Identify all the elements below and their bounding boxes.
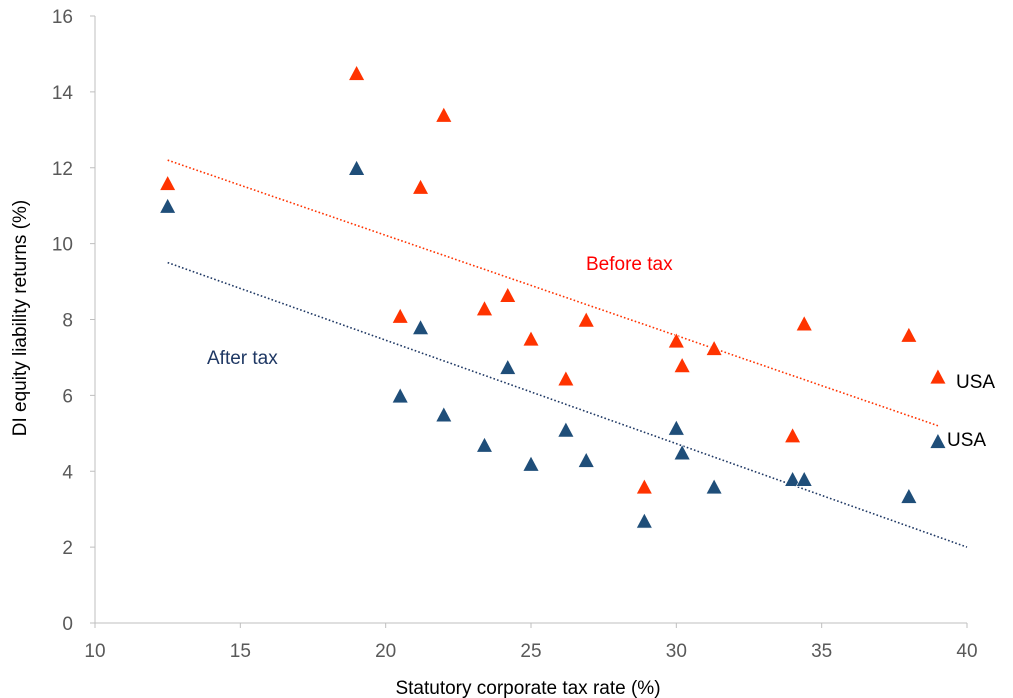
x-axis-label: Statutory corporate tax rate (%) xyxy=(395,678,660,698)
y-tick-label: 4 xyxy=(62,462,73,483)
data-point-before-tax xyxy=(348,64,366,81)
data-point-before-tax xyxy=(795,315,813,332)
axes: 10 15 20 25 30 35 40 0 2 4 6 8 10 12 14 16 xyxy=(52,7,978,662)
data-point-after-tax xyxy=(784,470,802,487)
data-point-before-tax xyxy=(705,339,723,356)
data-point-after-tax xyxy=(705,478,723,495)
y-tick-label: 10 xyxy=(52,235,73,256)
series-label-before-tax: Before tax xyxy=(586,254,673,275)
data-point-before-tax xyxy=(499,286,517,303)
data-point-after-tax xyxy=(499,358,517,375)
data-point-before-tax xyxy=(557,370,575,387)
data-point-after-tax xyxy=(635,512,653,529)
data-points xyxy=(159,64,947,529)
data-point-after-tax xyxy=(159,197,177,214)
data-point-before-tax xyxy=(159,174,177,191)
trendline-after-tax xyxy=(167,261,968,548)
data-point-before-tax xyxy=(673,356,691,373)
data-point-after-tax xyxy=(795,470,813,487)
data-point-before-tax xyxy=(900,326,918,343)
data-point-after-tax xyxy=(929,432,947,449)
y-tick-label: 2 xyxy=(62,538,73,559)
data-point-before-tax xyxy=(784,427,802,444)
labels: Before tax After tax USA USA Statutory c… xyxy=(10,200,995,698)
x-tick-label: 15 xyxy=(230,641,251,662)
data-point-before-tax xyxy=(635,478,653,495)
data-point-before-tax xyxy=(929,368,947,385)
x-tick-label: 40 xyxy=(956,641,977,662)
data-point-before-tax xyxy=(435,106,453,123)
x-tick-label: 20 xyxy=(375,641,396,662)
x-tick-label: 10 xyxy=(84,641,105,662)
x-tick-label: 25 xyxy=(520,641,541,662)
data-point-after-tax xyxy=(577,451,595,468)
data-point-after-tax xyxy=(348,159,366,176)
data-point-after-tax xyxy=(475,436,493,453)
data-point-before-tax xyxy=(391,307,409,324)
data-point-after-tax xyxy=(412,318,430,335)
y-tick-label: 8 xyxy=(62,311,73,332)
data-point-before-tax xyxy=(577,311,595,328)
data-point-before-tax xyxy=(412,178,430,195)
trendlines xyxy=(167,159,968,548)
annotation-usa-before-tax: USA xyxy=(956,372,995,393)
data-point-before-tax xyxy=(667,332,685,349)
y-tick-label: 12 xyxy=(52,159,73,180)
data-point-after-tax xyxy=(667,419,685,436)
data-point-after-tax xyxy=(557,421,575,438)
y-tick-label: 16 xyxy=(52,7,73,28)
y-tick-label: 0 xyxy=(62,614,73,635)
y-tick-label: 6 xyxy=(62,386,73,407)
data-point-after-tax xyxy=(522,455,540,472)
x-tick-label: 35 xyxy=(811,641,832,662)
y-axis-label: DI equity liability returns (%) xyxy=(10,200,31,437)
trendline-before-tax xyxy=(167,159,939,427)
data-point-after-tax xyxy=(391,387,409,404)
data-point-before-tax xyxy=(522,330,540,347)
y-tick-label: 14 xyxy=(52,83,74,104)
series-label-after-tax: After tax xyxy=(207,348,278,369)
annotation-usa-after-tax: USA xyxy=(947,430,986,451)
data-point-before-tax xyxy=(475,299,493,316)
data-point-after-tax xyxy=(435,406,453,423)
x-tick-label: 30 xyxy=(666,641,687,662)
data-point-after-tax xyxy=(673,444,691,461)
data-point-after-tax xyxy=(900,487,918,504)
